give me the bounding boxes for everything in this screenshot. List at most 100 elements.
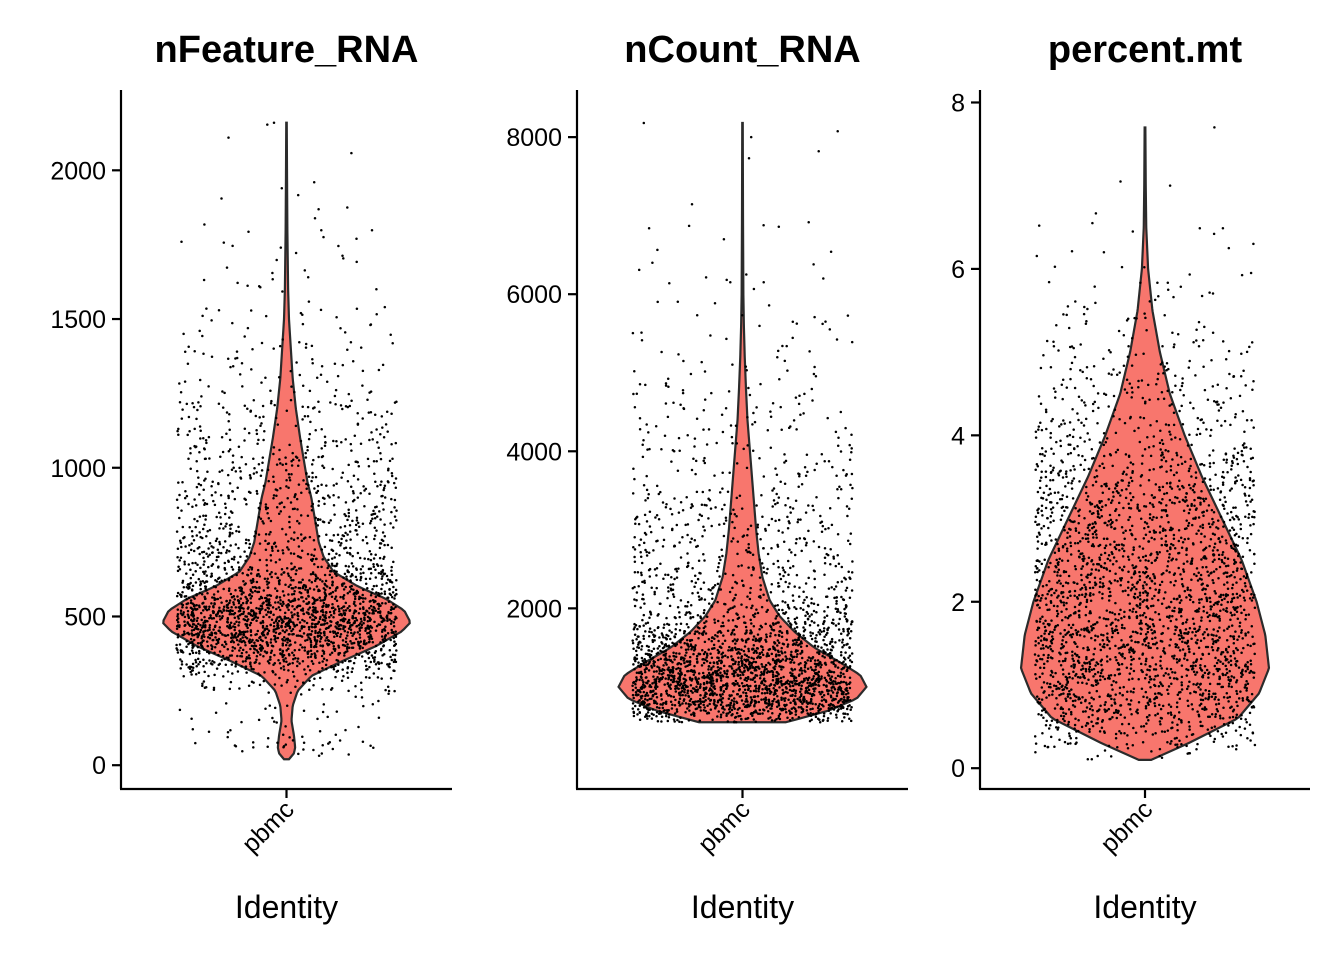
- data-point: [253, 399, 256, 402]
- data-point: [233, 603, 236, 606]
- data-point: [777, 529, 780, 532]
- data-point: [239, 470, 242, 473]
- data-point: [198, 578, 201, 581]
- data-point: [831, 686, 834, 689]
- data-point: [302, 612, 305, 615]
- data-point: [384, 689, 387, 692]
- data-point: [241, 385, 244, 388]
- data-point: [347, 753, 350, 756]
- data-point: [734, 647, 737, 650]
- data-point: [644, 698, 647, 701]
- data-point: [773, 499, 776, 502]
- data-point: [780, 696, 783, 699]
- data-point: [801, 483, 804, 486]
- data-point: [307, 656, 310, 659]
- data-point: [344, 659, 347, 662]
- data-point: [314, 623, 317, 626]
- data-point: [789, 506, 792, 509]
- data-point: [236, 639, 239, 642]
- data-point: [641, 619, 644, 622]
- data-point: [658, 645, 661, 648]
- x-axis-title: Identity: [691, 889, 794, 925]
- data-point: [283, 617, 286, 620]
- data-point: [317, 401, 320, 404]
- data-point: [225, 551, 228, 554]
- data-point: [669, 638, 672, 641]
- data-point: [308, 300, 311, 303]
- data-point: [825, 596, 828, 599]
- data-point: [660, 720, 663, 723]
- data-point: [337, 664, 340, 667]
- data-point: [238, 602, 241, 605]
- data-point: [679, 717, 682, 720]
- data-point: [842, 661, 845, 664]
- data-point: [310, 655, 313, 658]
- data-point: [753, 288, 756, 291]
- data-point: [782, 666, 785, 669]
- data-point: [230, 636, 233, 639]
- data-point: [670, 460, 673, 463]
- data-point: [755, 661, 758, 664]
- data-point: [202, 489, 205, 492]
- data-point: [376, 485, 379, 488]
- data-point: [285, 485, 288, 488]
- data-point: [345, 637, 348, 640]
- data-point: [378, 716, 381, 719]
- data-point: [331, 576, 334, 579]
- data-point: [277, 577, 280, 580]
- data-point: [713, 662, 716, 665]
- data-point: [690, 684, 693, 687]
- data-point: [643, 691, 646, 694]
- data-point: [203, 671, 206, 674]
- data-point: [395, 649, 398, 652]
- data-point: [735, 701, 738, 704]
- data-point: [657, 651, 660, 654]
- data-point: [332, 591, 335, 594]
- data-point: [726, 683, 729, 686]
- data-point: [802, 680, 805, 683]
- data-point: [826, 648, 829, 651]
- data-point: [220, 579, 223, 582]
- data-point: [298, 522, 301, 525]
- data-point: [323, 521, 326, 524]
- data-point: [777, 717, 780, 720]
- data-point: [833, 671, 836, 674]
- data-point: [836, 695, 839, 698]
- data-point: [346, 607, 349, 610]
- data-point: [202, 528, 205, 531]
- data-point: [318, 410, 321, 413]
- data-point: [689, 656, 692, 659]
- data-point: [342, 609, 345, 612]
- data-point: [195, 418, 198, 421]
- data-point: [707, 497, 710, 500]
- data-point: [635, 691, 638, 694]
- data-point: [327, 644, 330, 647]
- data-point: [197, 646, 200, 649]
- data-point: [745, 631, 748, 634]
- data-point: [826, 417, 829, 420]
- data-point: [307, 406, 310, 409]
- data-point: [264, 597, 267, 600]
- data-point: [311, 630, 314, 633]
- data-point: [189, 625, 192, 628]
- data-point: [765, 664, 768, 667]
- data-point: [825, 685, 828, 688]
- data-point: [641, 562, 644, 565]
- data-point: [185, 598, 188, 601]
- data-point: [746, 706, 749, 709]
- data-point: [253, 641, 256, 644]
- data-point: [849, 484, 852, 487]
- data-point: [317, 504, 320, 507]
- data-point: [798, 586, 801, 589]
- data-point: [801, 669, 804, 672]
- data-point: [725, 519, 728, 522]
- data-point: [370, 592, 373, 595]
- data-point: [356, 412, 359, 415]
- data-point: [320, 428, 323, 431]
- data-point: [277, 550, 280, 553]
- data-point: [229, 531, 232, 534]
- data-point: [249, 648, 252, 651]
- data-point: [245, 665, 248, 668]
- data-point: [247, 569, 250, 572]
- data-point: [354, 529, 357, 532]
